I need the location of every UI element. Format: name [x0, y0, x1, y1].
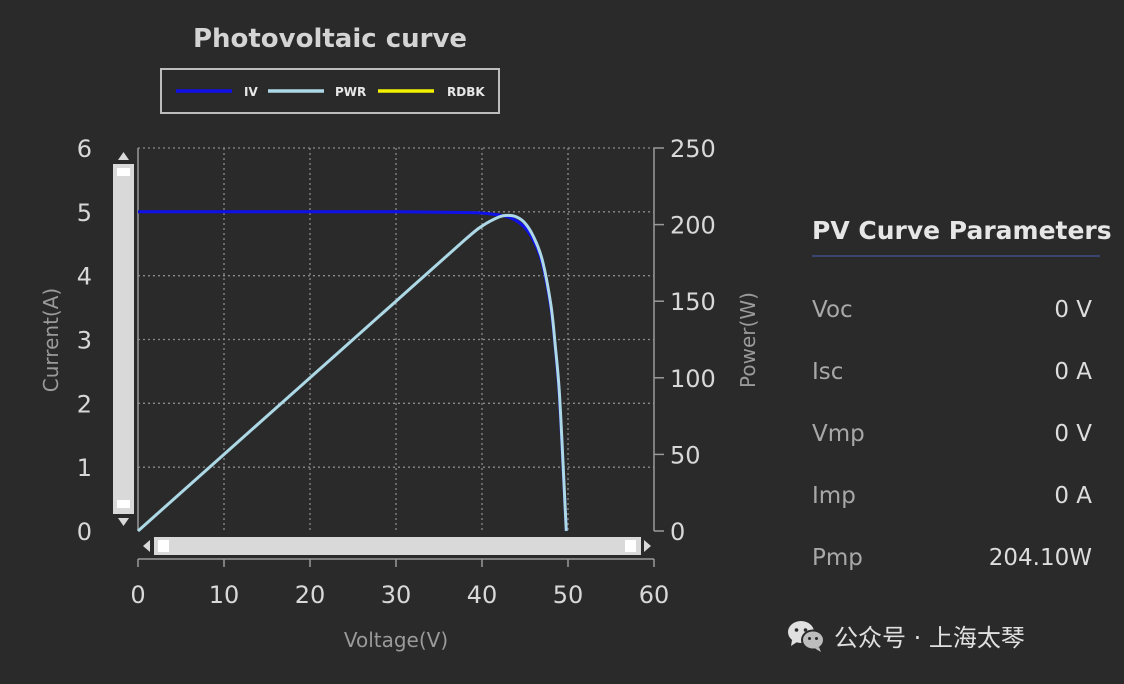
bottom-axis-ticks: 0 10 20 30 40 50 60 — [130, 559, 669, 609]
horizontal-scroll-track[interactable] — [154, 537, 641, 555]
y-tick-label: 1 — [77, 454, 92, 482]
param-row: Vmp 0 V — [812, 403, 1100, 465]
param-row: Voc 0 V — [812, 279, 1100, 341]
right-axis-ticks: 0 50 100 150 200 250 — [654, 135, 716, 546]
param-row: Pmp 204.10W — [812, 527, 1100, 589]
y-tick-label: 2 — [77, 390, 92, 418]
legend: IV PWR RDBK — [160, 68, 500, 114]
param-name: Isc — [812, 359, 844, 385]
vertical-scroll-handle-top[interactable] — [117, 168, 130, 176]
series-line-pwr — [136, 213, 568, 533]
grid — [137, 147, 655, 560]
vertical-scroll-track[interactable] — [113, 164, 134, 514]
legend-label-iv: IV — [244, 85, 258, 99]
x-tick-label: 40 — [467, 581, 498, 609]
chart-title: Photovoltaic curve — [193, 24, 467, 54]
x-tick-label: 30 — [381, 581, 412, 609]
y2-tick-label: 250 — [670, 135, 716, 163]
params-title: PV Curve Parameters — [812, 216, 1112, 245]
pv-parameters-panel: PV Curve Parameters Voc 0 V Isc 0 A Vmp 0 V Im… — [812, 216, 1112, 589]
y2-tick-label: 150 — [670, 288, 716, 316]
x-tick-label: 0 — [130, 581, 145, 609]
horizontal-scrollbar[interactable] — [143, 537, 651, 555]
legend-label-pwr: PWR — [335, 85, 366, 99]
y2-tick-label: 50 — [670, 441, 701, 469]
param-name: Vmp — [812, 421, 865, 447]
series-line-iv — [137, 210, 568, 532]
x-axis-label: Voltage(V) — [344, 628, 448, 652]
param-name: Imp — [812, 483, 856, 509]
vertical-scrollbar[interactable] — [113, 152, 134, 526]
param-name: Voc — [812, 297, 853, 323]
param-row: Isc 0 A — [812, 341, 1100, 403]
horizontal-scroll-handle-right[interactable] — [625, 540, 636, 552]
scroll-down-arrow-icon[interactable] — [118, 518, 129, 526]
y-tick-label: 3 — [77, 327, 92, 355]
y-tick-label: 5 — [77, 199, 92, 227]
horizontal-scroll-handle-left[interactable] — [158, 540, 169, 552]
y-axis-label: Current(A) — [39, 288, 63, 392]
scroll-right-arrow-icon[interactable] — [644, 540, 651, 552]
param-value: 204.10W — [988, 545, 1092, 571]
scroll-up-arrow-icon[interactable] — [118, 152, 129, 160]
y2-tick-label: 0 — [670, 518, 685, 546]
legend-label-rdbk: RDBK — [447, 85, 485, 99]
params-list: Voc 0 V Isc 0 A Vmp 0 V Imp 0 A Pmp 204.10W — [812, 279, 1112, 589]
pv-chart: Photovoltaic curve IV PWR RDBK 0 1 2 3 4 5 6 0 50… — [39, 24, 760, 652]
legend-box — [160, 68, 500, 114]
x-tick-label: 50 — [553, 581, 584, 609]
param-row: Imp 0 A — [812, 465, 1100, 527]
watermark: 公众号 · 上海太琴 — [786, 618, 1025, 653]
watermark-text: 公众号 · 上海太琴 — [834, 624, 1025, 652]
params-divider — [812, 255, 1100, 257]
x-tick-label: 20 — [295, 581, 326, 609]
param-name: Pmp — [812, 545, 863, 571]
y2-tick-label: 100 — [670, 365, 716, 393]
y-tick-label: 6 — [77, 135, 92, 163]
param-value: 0 A — [1054, 359, 1092, 385]
left-axis-ticks: 0 1 2 3 4 5 6 — [77, 135, 92, 546]
y2-axis-label: Power(W) — [736, 292, 760, 388]
param-value: 0 V — [1054, 297, 1092, 323]
wechat-icon — [788, 620, 825, 652]
param-value: 0 V — [1054, 421, 1092, 447]
scroll-left-arrow-icon[interactable] — [143, 540, 150, 552]
y2-tick-label: 200 — [670, 212, 716, 240]
vertical-scroll-handle-bottom[interactable] — [117, 500, 130, 508]
param-value: 0 A — [1054, 483, 1092, 509]
x-tick-label: 10 — [209, 581, 240, 609]
y-tick-label: 4 — [77, 263, 92, 291]
y-tick-label: 0 — [77, 518, 92, 546]
series-lines — [136, 210, 568, 533]
x-tick-label: 60 — [639, 581, 670, 609]
